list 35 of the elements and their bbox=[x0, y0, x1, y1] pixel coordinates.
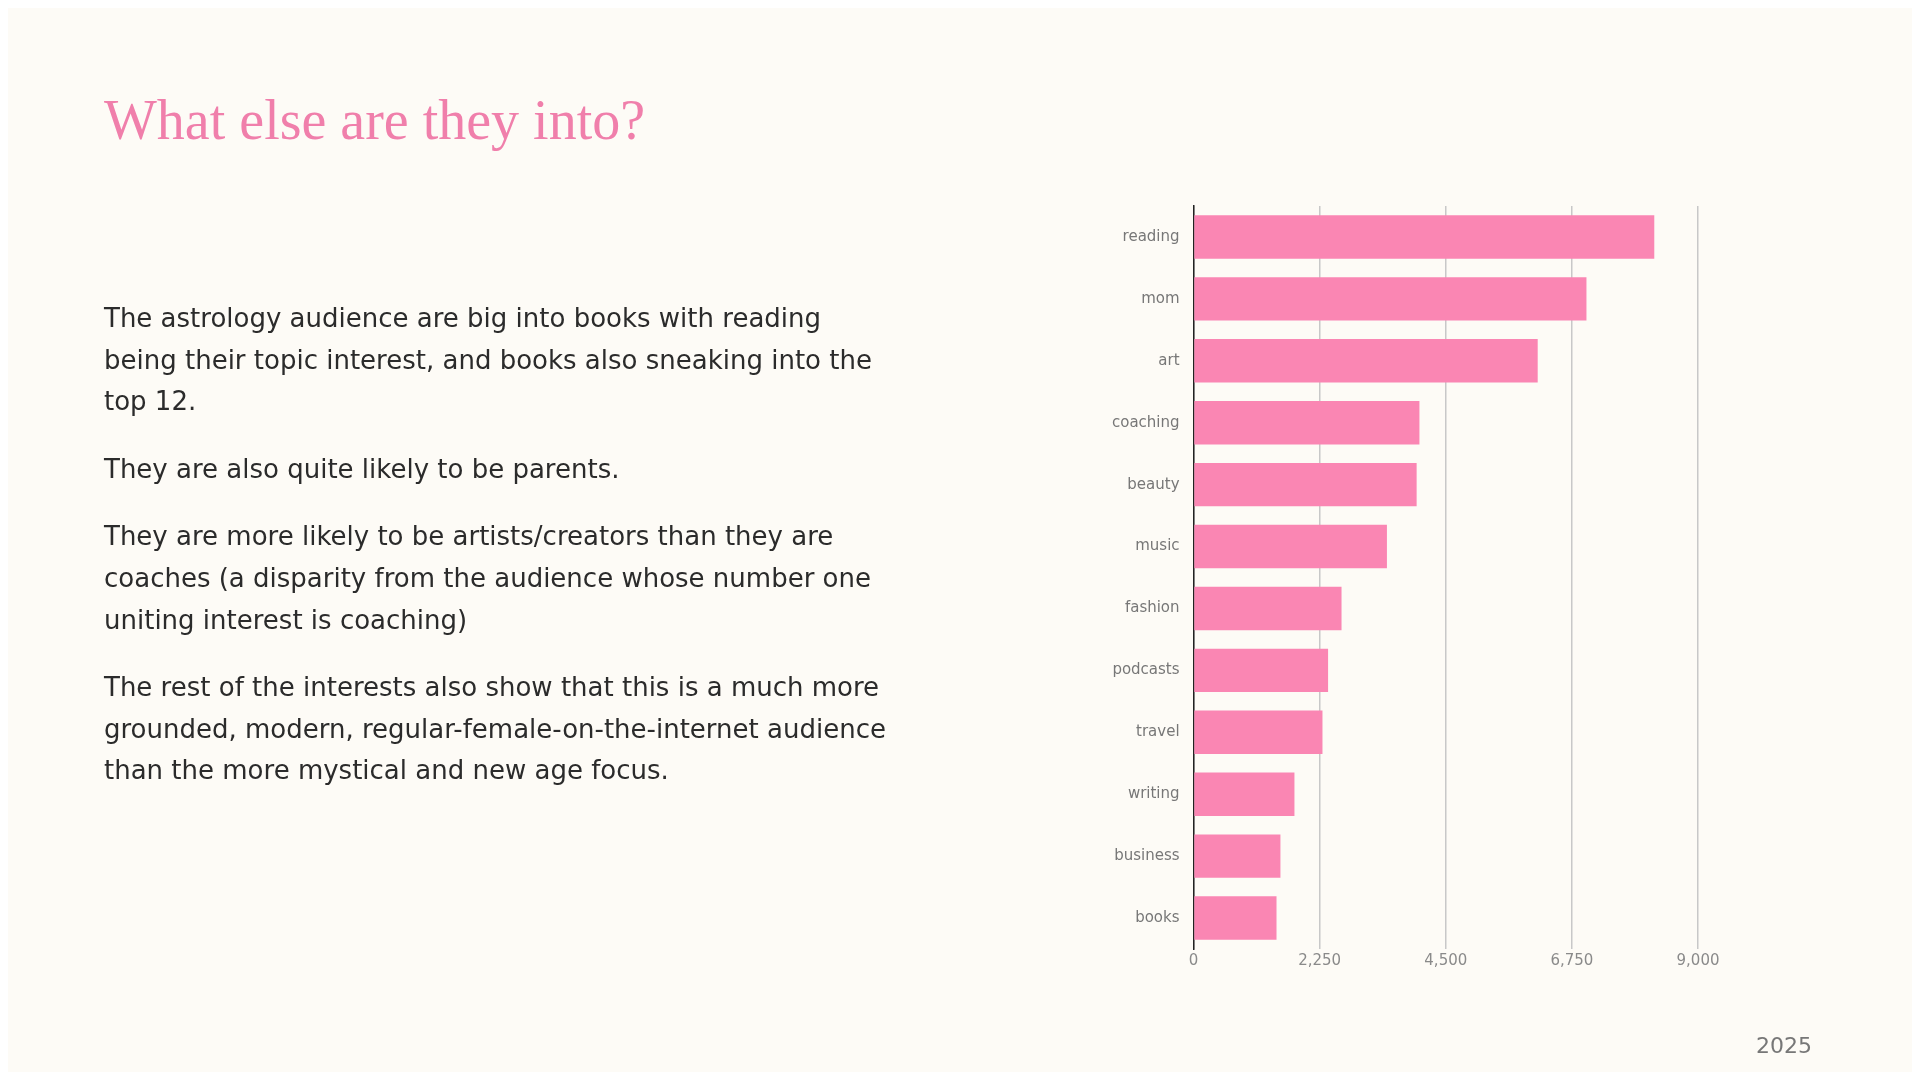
x-tick-label: 2,250 bbox=[1298, 950, 1342, 969]
bar bbox=[1194, 586, 1342, 631]
y-tick-label: mom bbox=[1141, 288, 1180, 307]
bar bbox=[1194, 710, 1323, 754]
bar bbox=[1194, 648, 1329, 693]
bar bbox=[1194, 896, 1277, 940]
x-tick-label: 6,750 bbox=[1550, 950, 1594, 969]
bar bbox=[1194, 772, 1295, 816]
y-tick-label: music bbox=[1135, 536, 1180, 555]
bar bbox=[1194, 401, 1420, 445]
y-tick-label: coaching bbox=[1111, 412, 1180, 431]
bar bbox=[1194, 277, 1587, 321]
y-tick-label: business bbox=[1114, 846, 1180, 865]
y-tick-label: beauty bbox=[1127, 474, 1180, 493]
text: They are also quite likely to be parents. bbox=[104, 452, 621, 486]
bar bbox=[1194, 524, 1387, 569]
y-tick-label: podcasts bbox=[1112, 660, 1180, 679]
y-tick-label: writing bbox=[1127, 784, 1180, 803]
bar bbox=[1194, 339, 1538, 383]
text: What else are they into? bbox=[104, 88, 646, 152]
text: 2025 bbox=[1756, 1033, 1812, 1058]
text: The rest of the interests also show that this is a much more grounded, modern, regular-female-on-the-internet audience than the more mystical and new age focus. bbox=[104, 671, 887, 788]
y-tick-label: travel bbox=[1136, 722, 1180, 741]
bar bbox=[1194, 462, 1417, 507]
x-tick-label: 9,000 bbox=[1676, 950, 1720, 969]
text: They are more likely to be artists/creators than they are coaches (a disparity from the audience whose number one uniting interest is coaching) bbox=[104, 520, 872, 637]
y-tick-label: reading bbox=[1122, 226, 1180, 245]
text: The astrology audience are big into books with reading being their topic interest, and books also sneaking into the top 12. bbox=[104, 302, 873, 419]
y-tick-label: art bbox=[1158, 350, 1180, 369]
bar bbox=[1194, 834, 1281, 878]
x-tick-label: 0 bbox=[1188, 950, 1199, 969]
y-tick-label: fashion bbox=[1124, 598, 1180, 617]
x-tick-label: 4,500 bbox=[1424, 950, 1468, 969]
bar bbox=[1194, 215, 1655, 259]
y-tick-label: books bbox=[1135, 907, 1180, 926]
